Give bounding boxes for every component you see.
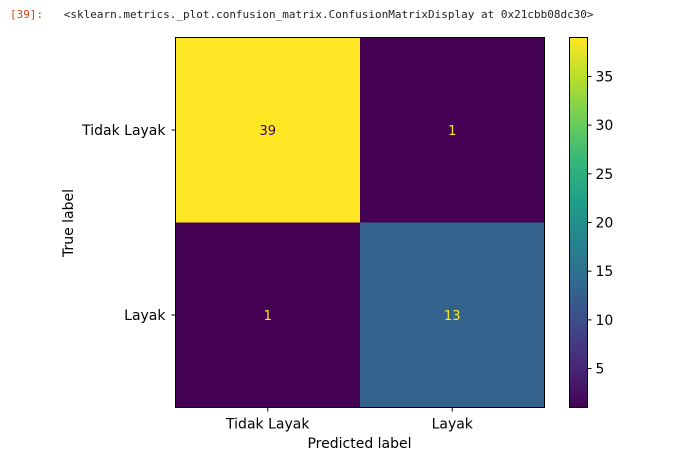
colorbar-tick-label: 30 xyxy=(596,118,614,134)
y-tick-label: Tidak Layak xyxy=(81,123,166,139)
cell-value-label: 13 xyxy=(444,309,461,324)
x-axis-label: Predicted label xyxy=(307,436,411,452)
y-axis-label: True label xyxy=(61,189,77,258)
colorbar-tick-label: 20 xyxy=(596,216,614,232)
cell-value-label: 1 xyxy=(264,309,272,324)
x-tick-label: Tidak Layak xyxy=(225,417,310,433)
matrix-cells: 39 1 1 13 xyxy=(175,37,545,408)
cell-value-label: 39 xyxy=(259,124,276,139)
cell-output-row: [39]: <sklearn.metrics._plot.confusion_m… xyxy=(10,8,594,22)
colorbar-tick-label: 35 xyxy=(596,69,614,85)
colorbar xyxy=(569,37,588,408)
matrix-cell xyxy=(360,222,545,408)
execution-count-prompt: [39]: xyxy=(10,8,44,21)
colorbar-ticks: 5 10 15 20 25 30 35 xyxy=(587,69,614,378)
matrix-axes: Tidak Layak Layak Tidak Layak Layak xyxy=(81,123,474,433)
cell-value-label: 1 xyxy=(448,124,456,139)
colorbar-tick-label: 10 xyxy=(596,313,614,329)
matrix-cell xyxy=(175,222,360,408)
y-tick-label: Layak xyxy=(124,308,166,324)
x-tick-label: Layak xyxy=(432,417,474,433)
plot-frame xyxy=(175,37,545,408)
matrix-cell xyxy=(175,37,360,223)
colorbar-tick-label: 15 xyxy=(596,264,614,280)
colorbar-tick-label: 5 xyxy=(596,362,605,378)
output-repr-text: <sklearn.metrics._plot.confusion_matrix.… xyxy=(63,8,594,21)
matrix-cell xyxy=(360,37,545,223)
colorbar-tick-label: 25 xyxy=(596,167,614,183)
